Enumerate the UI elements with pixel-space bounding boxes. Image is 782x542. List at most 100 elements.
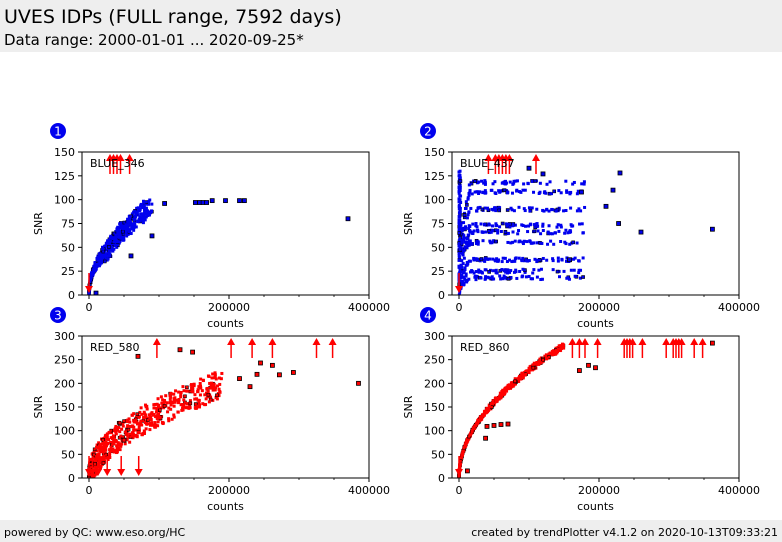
data-point — [457, 241, 461, 245]
data-point — [197, 385, 201, 389]
arrow-up-head — [312, 338, 321, 345]
data-point — [131, 436, 135, 440]
data-point — [106, 239, 110, 243]
data-point — [466, 261, 470, 265]
data-point — [577, 271, 581, 275]
outlier-point — [345, 216, 351, 222]
data-point — [500, 268, 504, 272]
data-point — [508, 383, 512, 387]
data-point — [144, 200, 148, 204]
data-point — [569, 230, 573, 234]
data-point — [100, 458, 104, 462]
data-point — [499, 229, 503, 233]
data-point — [93, 473, 97, 477]
data-point — [125, 228, 129, 232]
data-point — [465, 203, 469, 207]
data-point — [104, 453, 108, 457]
x-tick-label: 200000 — [578, 484, 620, 497]
data-point — [199, 386, 203, 390]
data-point — [573, 256, 577, 260]
data-point — [470, 270, 474, 274]
x-tick-label: 0 — [86, 484, 93, 497]
data-point — [103, 244, 107, 248]
data-point — [183, 400, 187, 404]
data-point — [200, 389, 204, 393]
data-point — [571, 240, 575, 244]
data-point — [100, 446, 104, 450]
data-point — [464, 241, 468, 245]
data-point — [142, 204, 146, 208]
data-point — [122, 232, 126, 236]
data-point — [162, 399, 166, 403]
data-point — [141, 432, 145, 436]
data-point — [523, 188, 527, 192]
data-point — [196, 398, 200, 402]
data-point — [474, 270, 478, 274]
data-point — [145, 407, 149, 411]
arrow-down-head — [117, 469, 126, 476]
data-point — [115, 444, 119, 448]
data-point — [545, 356, 549, 360]
data-point — [577, 207, 581, 211]
data-point — [111, 434, 115, 438]
data-point — [460, 282, 464, 286]
data-point — [128, 435, 132, 439]
data-point — [107, 249, 111, 253]
data-point — [495, 398, 499, 402]
data-point — [532, 361, 536, 365]
arrow-down-head — [85, 286, 93, 293]
outlier-point — [149, 233, 155, 239]
data-point — [463, 266, 467, 270]
data-point — [116, 225, 120, 229]
data-point — [552, 242, 556, 246]
data-point — [147, 202, 151, 206]
data-point — [122, 221, 126, 225]
data-point — [181, 406, 185, 410]
data-point — [173, 398, 177, 402]
data-point — [475, 241, 479, 245]
data-point — [97, 445, 101, 449]
data-point — [194, 397, 198, 401]
y-tick-label: 150 — [54, 401, 75, 414]
data-point — [461, 262, 465, 266]
data-point — [209, 383, 213, 387]
data-point — [131, 424, 135, 428]
y-tick-label: 25 — [431, 265, 445, 278]
footer-band: powered by QC: www.eso.org/HC created by… — [0, 520, 782, 542]
data-point — [134, 428, 138, 432]
data-point — [458, 173, 462, 177]
data-points-group — [455, 154, 715, 295]
data-point — [147, 213, 151, 217]
data-point — [99, 255, 103, 259]
data-point — [119, 442, 123, 446]
data-point — [196, 390, 200, 394]
data-point — [156, 424, 160, 428]
data-point — [532, 241, 536, 245]
data-point — [459, 222, 463, 226]
data-point — [482, 222, 486, 226]
data-point — [567, 277, 571, 281]
data-point — [148, 210, 152, 214]
data-point — [181, 408, 185, 412]
data-point — [128, 420, 132, 424]
data-point — [461, 452, 465, 456]
data-point — [142, 410, 146, 414]
data-point — [197, 401, 201, 405]
data-point — [134, 420, 138, 424]
plot-frame — [451, 335, 740, 479]
plot-frame — [81, 335, 370, 479]
data-point — [506, 208, 510, 212]
data-point — [563, 231, 567, 235]
data-point — [110, 244, 114, 248]
data-point — [521, 274, 525, 278]
panel-number-badge — [420, 307, 436, 323]
data-point — [458, 209, 462, 213]
data-point — [161, 421, 165, 425]
data-point — [571, 224, 575, 228]
data-point — [201, 379, 205, 383]
data-point — [457, 170, 461, 174]
arrow-down-head — [94, 469, 103, 476]
data-point — [536, 229, 540, 233]
data-point — [115, 446, 119, 450]
data-point — [533, 225, 537, 229]
